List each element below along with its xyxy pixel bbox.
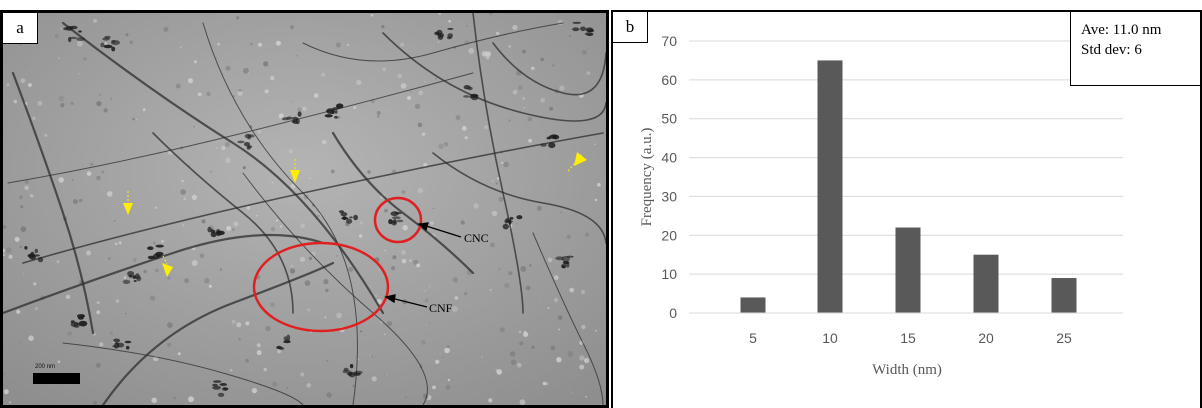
y-tick-label: 60 (661, 72, 677, 88)
histogram-panel: b Ave: 11.0 nm Std dev: 6 0 10 20 30 40 50 60 7… (611, 10, 1202, 408)
y-tick-label: 30 (661, 188, 677, 204)
micrograph-clusters (24, 21, 595, 397)
yellow-arrow-marker (162, 263, 173, 277)
histogram-bar (1051, 278, 1077, 313)
cnf-highlight-circle (252, 241, 390, 333)
micrograph-fibers (3, 13, 606, 405)
histogram-bar (817, 60, 843, 313)
x-tick-label: 15 (900, 330, 916, 346)
average-width-text: Ave: 11.0 nm (1081, 22, 1162, 38)
y-tick-label: 40 (661, 150, 677, 166)
x-tick-label: 25 (1056, 330, 1072, 346)
histogram-chart: 0 10 20 30 40 50 60 70 5 10 15 20 25 Width (nm) Fre… (639, 33, 1123, 378)
histogram-bar (740, 297, 766, 313)
scale-bar-label: 200 nm (35, 364, 55, 370)
cnf-pointer-arrow (384, 294, 428, 308)
chart-bars (740, 60, 1077, 313)
cnc-pointer-arrow (417, 222, 462, 238)
yellow-arrow-marker (123, 203, 133, 215)
cnc-label: CNC (464, 231, 489, 245)
histogram-bar (973, 254, 999, 313)
x-tick-label: 20 (978, 330, 994, 346)
y-tick-label: 50 (661, 111, 677, 127)
y-axis-label: Frequency (a.u.) (639, 128, 655, 227)
yellow-arrow-marker (574, 152, 587, 166)
panel-a-label: a (3, 13, 38, 44)
y-tick-label: 70 (661, 33, 677, 49)
micrograph-panel: CNC CNF 200 nm a (0, 10, 609, 408)
histogram-bar (895, 227, 921, 313)
x-axis-label: Width (nm) (872, 362, 942, 378)
y-tick-label: 0 (669, 305, 677, 321)
panel-b-label: b (613, 12, 648, 43)
scale-bar (33, 373, 80, 384)
y-axis-ticks: 0 10 20 30 40 50 60 70 (661, 33, 677, 321)
cnc-highlight-circle (373, 196, 423, 244)
yellow-arrow-markers (123, 152, 587, 277)
x-axis-ticks: 5 10 15 20 25 (749, 330, 1072, 346)
micrograph-background (3, 13, 606, 405)
cnf-label: CNF (429, 301, 453, 315)
y-tick-label: 20 (661, 227, 677, 243)
x-tick-label: 5 (749, 330, 757, 346)
yellow-arrow-marker (290, 170, 300, 183)
stats-box: Ave: 11.0 nm Std dev: 6 (1070, 12, 1200, 86)
std-dev-text: Std dev: 6 (1081, 42, 1142, 58)
y-tick-label: 10 (661, 266, 677, 282)
micrograph-image: CNC CNF 200 nm (3, 13, 606, 405)
x-tick-label: 10 (822, 330, 838, 346)
